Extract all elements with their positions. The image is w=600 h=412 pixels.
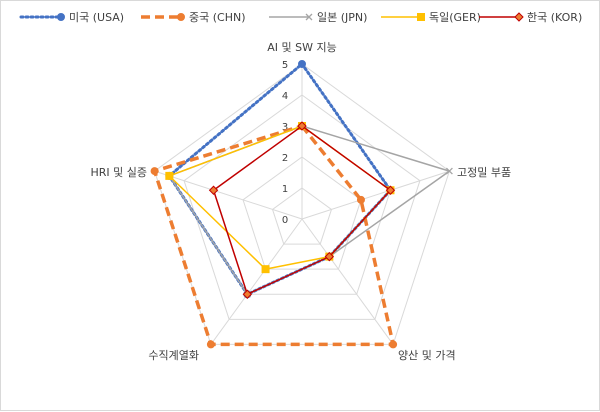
legend: 미국 (USA) 중국 (CHN) 일본 (JPN) 독일(GER) 한국 (KOR) bbox=[19, 10, 582, 24]
category-label: 양산 및 가격 bbox=[398, 349, 456, 362]
data-point-chn bbox=[206, 340, 215, 349]
legend-marker-jpn bbox=[305, 13, 313, 21]
radial-tick-label: 5 bbox=[282, 60, 288, 71]
category-label: AI 및 SW 지능 bbox=[267, 41, 336, 54]
data-point-kor bbox=[242, 289, 253, 299]
series-jpn bbox=[165, 122, 453, 298]
data-point-ger bbox=[261, 265, 270, 274]
data-point-jpn bbox=[445, 167, 453, 175]
series-usa bbox=[165, 60, 395, 299]
data-point-kor bbox=[324, 251, 335, 262]
legend-marker-chn bbox=[177, 13, 185, 21]
series-kor bbox=[208, 121, 396, 299]
data-point-chn bbox=[389, 340, 398, 349]
grid-spoke bbox=[301, 170, 450, 220]
legend-label-jpn: 일본 (JPN) bbox=[317, 10, 367, 24]
data-point-chn bbox=[150, 167, 159, 176]
legend-marker-ger bbox=[417, 13, 425, 21]
series-line-kor bbox=[212, 125, 392, 295]
radial-tick-label: 4 bbox=[282, 91, 288, 102]
data-point-kor bbox=[208, 185, 219, 195]
radial-tick-label: 3 bbox=[282, 122, 288, 133]
radial-tick-labels: 0 1 2 3 4 5 bbox=[282, 60, 288, 226]
category-label: HRI 및 실증 bbox=[90, 166, 147, 179]
series-line-chn bbox=[152, 124, 395, 347]
legend-label-ger: 독일(GER) bbox=[429, 10, 481, 24]
grid-spoke bbox=[154, 170, 303, 220]
category-label: 수직계열화 bbox=[148, 349, 199, 362]
legend-label-kor: 한국 (KOR) bbox=[527, 11, 582, 24]
grid-spoke bbox=[210, 218, 303, 345]
data-point-ger bbox=[165, 171, 174, 180]
radial-tick-label: 0 bbox=[282, 215, 288, 226]
data-point-chn bbox=[356, 195, 365, 204]
legend-label-chn: 중국 (CHN) bbox=[189, 11, 246, 24]
grid-spoke bbox=[301, 218, 394, 345]
category-label: 고정밀 부품 bbox=[457, 166, 511, 179]
radial-tick-label: 2 bbox=[282, 153, 288, 164]
legend-marker-usa bbox=[57, 13, 65, 21]
grid-ring-1 bbox=[271, 187, 333, 245]
radial-tick-label: 1 bbox=[282, 184, 288, 195]
legend-label-usa: 미국 (USA) bbox=[69, 11, 124, 24]
grid-ring-4 bbox=[183, 94, 421, 320]
legend-marker-kor bbox=[514, 12, 524, 22]
series-chn bbox=[150, 122, 398, 349]
series-line-usa bbox=[167, 62, 392, 296]
data-point-usa bbox=[298, 60, 306, 68]
data-point-kor bbox=[385, 185, 396, 195]
data-point-kor bbox=[297, 121, 307, 131]
series-group bbox=[150, 60, 453, 349]
grid-ring-5 bbox=[153, 63, 451, 345]
